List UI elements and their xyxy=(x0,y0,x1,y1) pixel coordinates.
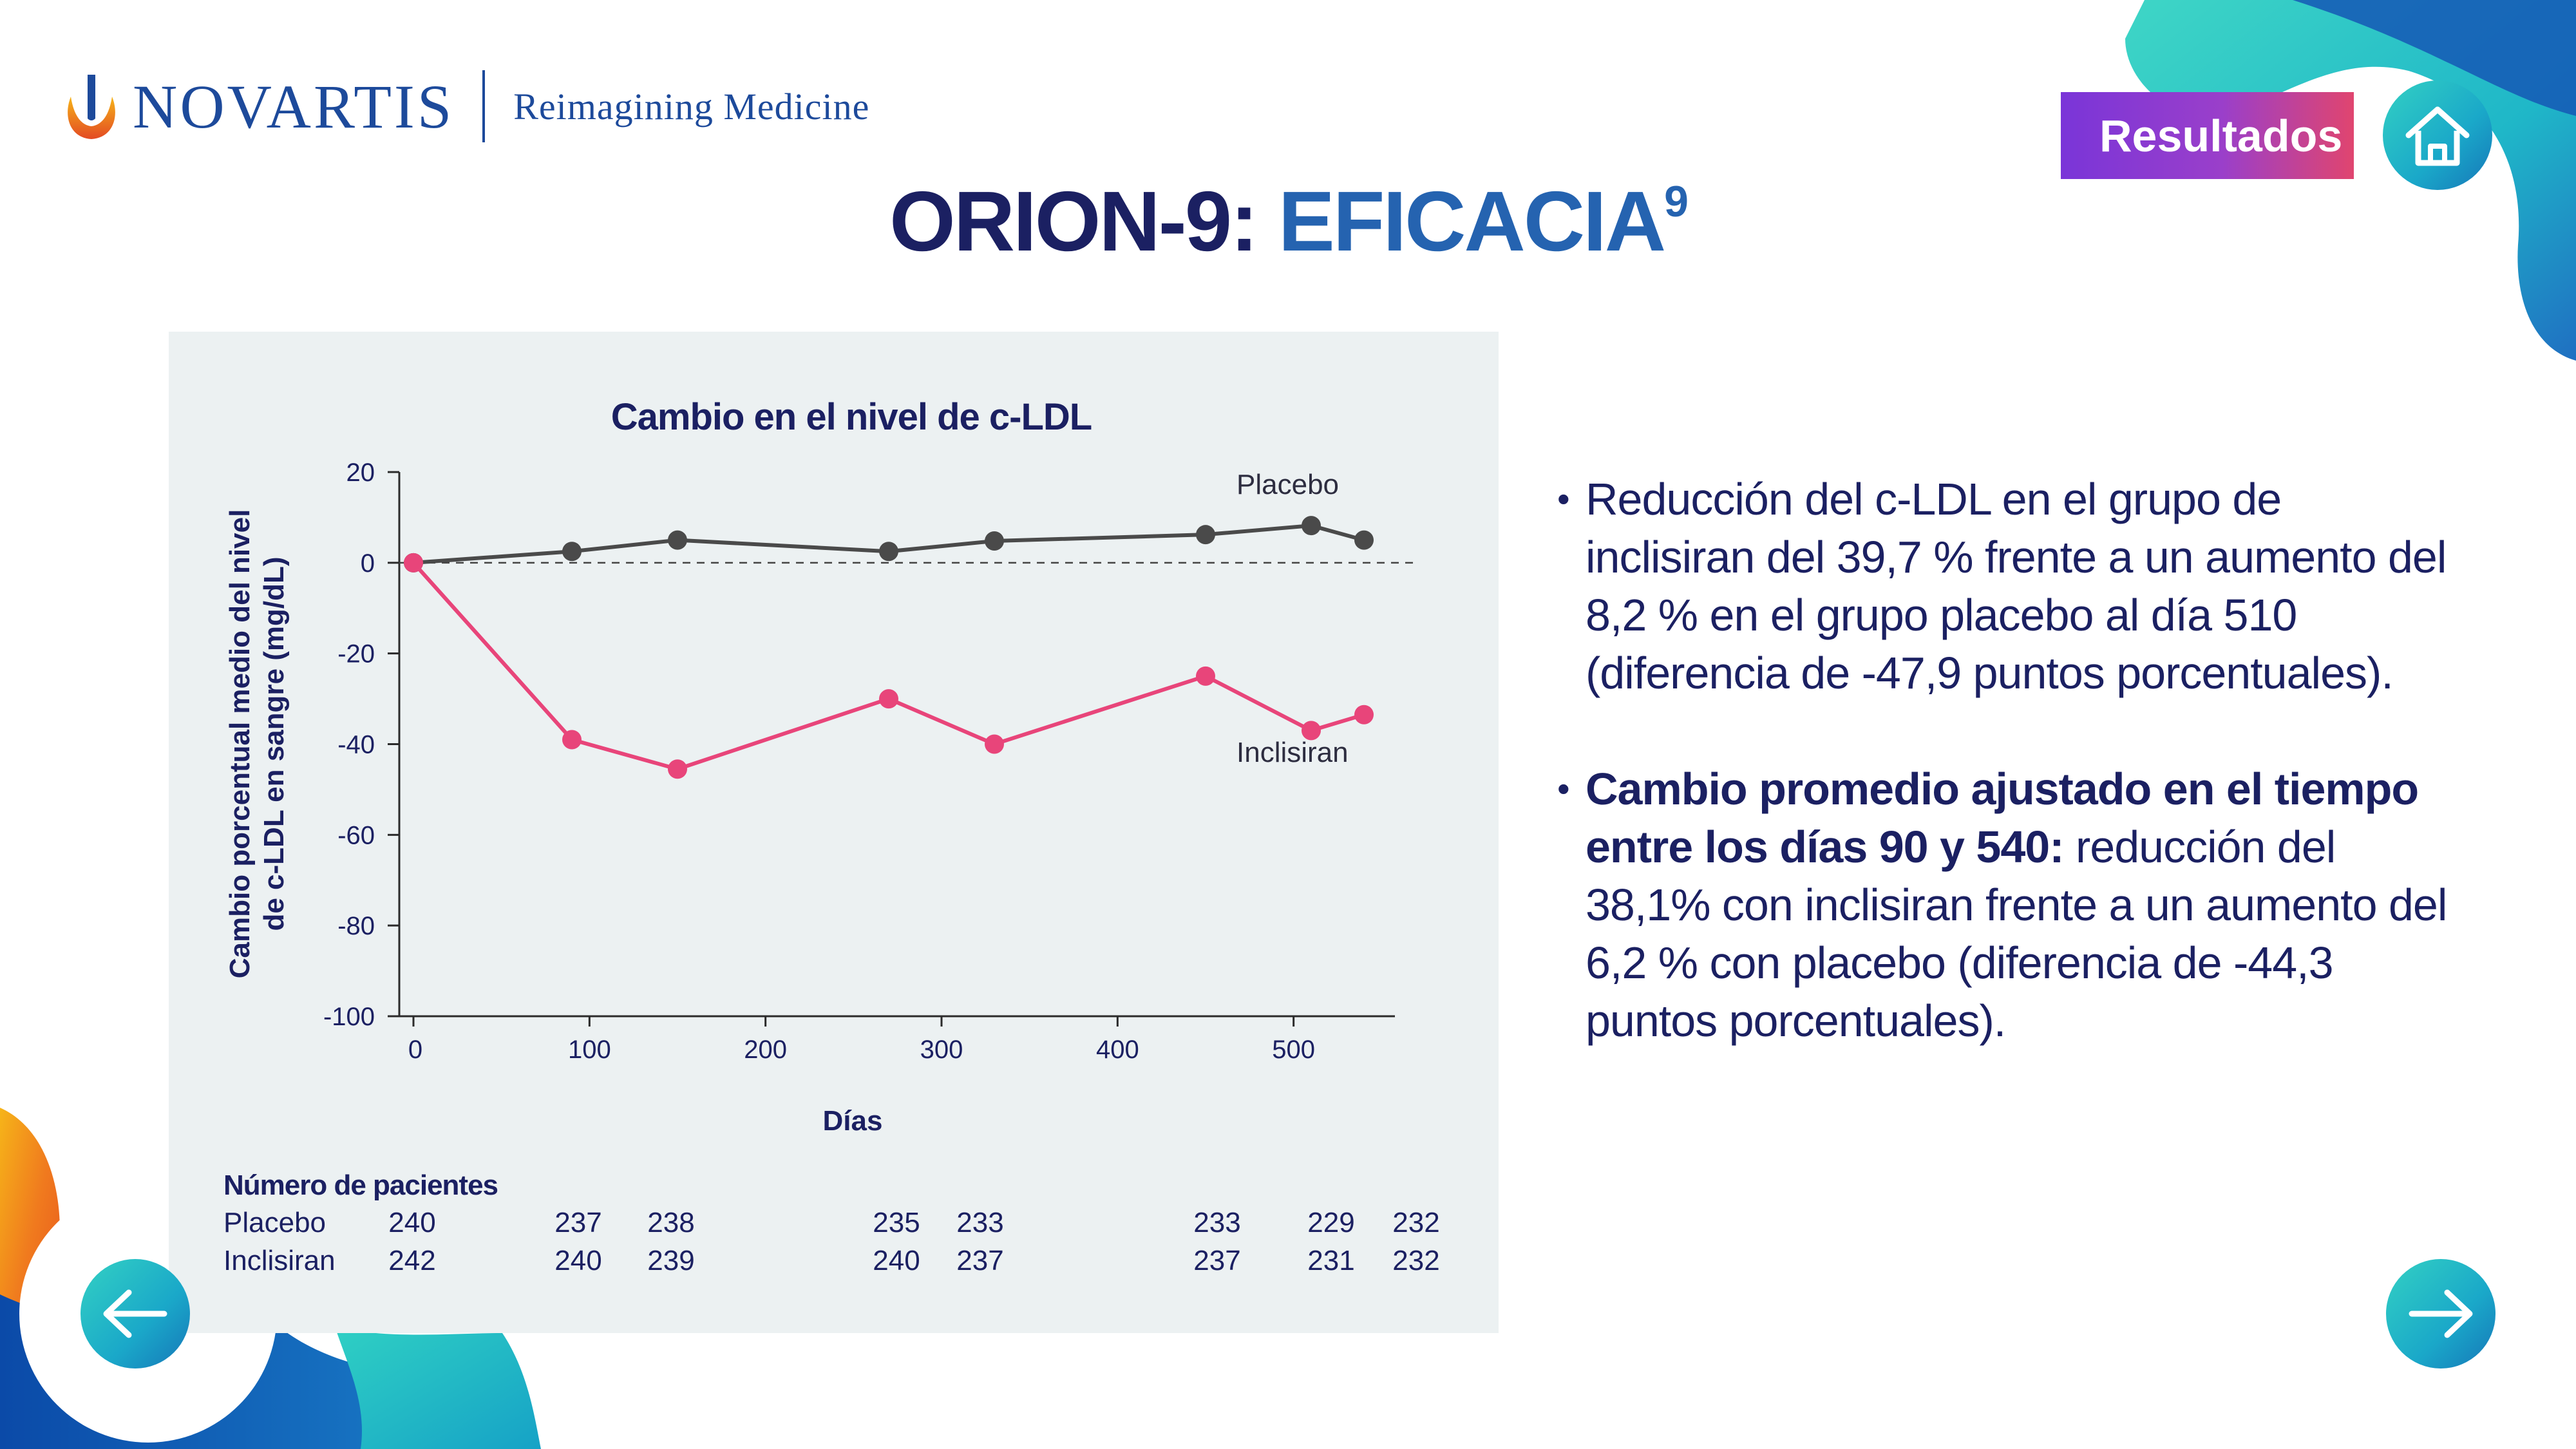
series: Placebo Inclisiran xyxy=(404,469,1374,779)
patients-count: 237 xyxy=(554,1207,601,1238)
patients-count: 233 xyxy=(956,1207,1003,1238)
arrow-left-icon xyxy=(103,1289,167,1338)
title-main: ORION-9: xyxy=(889,174,1258,269)
patients-count: 242 xyxy=(388,1245,435,1276)
flame-icon xyxy=(68,75,115,139)
data-point-inclisiran xyxy=(1302,721,1321,741)
home-button[interactable] xyxy=(2383,80,2492,190)
x-tick-label: 500 xyxy=(1272,1036,1315,1064)
finding-1: Reducción del c-LDL en el grupo de incli… xyxy=(1557,470,2459,702)
patients-count: 237 xyxy=(956,1245,1003,1276)
brand-name: NOVARTIS xyxy=(133,71,455,141)
y-tick-label: -80 xyxy=(337,912,375,940)
title-reference: 9 xyxy=(1664,177,1689,226)
home-icon xyxy=(2405,106,2470,166)
data-point-placebo xyxy=(668,530,687,550)
patients-count: 232 xyxy=(1392,1207,1439,1238)
data-point-placebo xyxy=(1196,525,1215,545)
series-label-placebo: Placebo xyxy=(1236,469,1339,500)
patients-count: 232 xyxy=(1392,1245,1439,1276)
patients-count: 233 xyxy=(1193,1207,1240,1238)
patients-row-label: Placebo xyxy=(223,1207,326,1238)
patients-count: 238 xyxy=(647,1207,694,1238)
section-badge-label: Resultados xyxy=(2099,110,2343,161)
patients-count: 240 xyxy=(554,1245,601,1276)
y-tick-label: -100 xyxy=(323,1003,375,1031)
logo-divider xyxy=(482,70,486,142)
patients-count: 235 xyxy=(873,1207,920,1238)
y-tick-label: -40 xyxy=(337,731,375,759)
chart-panel: Cambio en el nivel de c-LDL Cambio porce… xyxy=(169,332,1499,1333)
patients-count: 240 xyxy=(873,1245,920,1276)
data-point-inclisiran xyxy=(879,689,898,709)
series-label-inclisiran: Inclisiran xyxy=(1236,737,1349,768)
previous-button[interactable] xyxy=(80,1259,190,1368)
series-line-placebo xyxy=(413,524,1365,565)
page-title: ORION-9: EFICACIA9 xyxy=(0,173,2576,270)
data-point-placebo xyxy=(1302,516,1321,536)
data-point-inclisiran xyxy=(1196,666,1215,686)
patients-count: 237 xyxy=(1193,1245,1240,1276)
brand-tagline: Reimagining Medicine xyxy=(513,85,870,128)
data-point-inclisiran xyxy=(668,759,687,779)
finding-2-bold: Cambio promedio ajustado en el tiempo en… xyxy=(1586,764,2419,872)
patients-count: 239 xyxy=(647,1245,694,1276)
data-point-placebo xyxy=(562,542,582,562)
series-line-inclisiran xyxy=(412,561,1365,772)
section-badge[interactable]: Resultados xyxy=(2061,92,2354,179)
next-button[interactable] xyxy=(2386,1259,2496,1368)
y-axis-label-line1: Cambio porcentual medio del nivel xyxy=(224,509,256,979)
patients-header: Número de pacientes xyxy=(223,1170,498,1201)
data-point-placebo xyxy=(985,531,1004,551)
x-tick-label: 400 xyxy=(1096,1036,1139,1064)
patients-count: 240 xyxy=(388,1207,435,1238)
x-axis-label: Días xyxy=(823,1105,883,1137)
x-tick-label: 200 xyxy=(744,1036,787,1064)
chart-title: Cambio en el nivel de c-LDL xyxy=(611,396,1092,438)
patients-count: 229 xyxy=(1307,1207,1354,1238)
y-axis-label-line2: de c-LDL en sangre (mg/dL) xyxy=(258,556,290,931)
data-point-inclisiran xyxy=(404,553,423,573)
finding-2-text: reducción del 38,1% con inclisiran frent… xyxy=(1586,822,2447,1046)
axes xyxy=(388,471,1414,1027)
x-tick-label: 100 xyxy=(568,1036,611,1064)
arrow-right-icon xyxy=(2409,1289,2473,1338)
data-point-placebo xyxy=(879,542,898,562)
novartis-logo: NOVARTIS Reimagining Medicine xyxy=(64,61,869,151)
finding-2: Cambio promedio ajustado en el tiempo en… xyxy=(1557,760,2459,1050)
patients-row-label: Inclisiran xyxy=(223,1245,336,1276)
title-accent: EFICACIA xyxy=(1278,174,1666,269)
key-findings: Reducción del c-LDL en el grupo de incli… xyxy=(1557,470,2459,1108)
line-chart: Cambio en el nivel de c-LDL Cambio porce… xyxy=(223,396,1440,1276)
data-point-inclisiran xyxy=(985,734,1004,754)
y-tick-label: 20 xyxy=(346,459,375,487)
y-tick-label: -60 xyxy=(337,821,375,849)
y-tick-label: -20 xyxy=(337,640,375,668)
data-point-inclisiran xyxy=(1354,705,1374,724)
data-point-placebo xyxy=(1354,530,1374,550)
patients-table: Número de pacientes Placebo 240 237 238 235 23… xyxy=(223,1170,1440,1276)
y-tick-label: 0 xyxy=(361,549,375,578)
patients-count: 231 xyxy=(1307,1245,1354,1276)
data-point-inclisiran xyxy=(562,730,582,750)
finding-1-text: Reducción del c-LDL en el grupo de incli… xyxy=(1586,474,2447,698)
x-tick-label: 0 xyxy=(408,1036,422,1064)
x-tick-label: 300 xyxy=(920,1036,963,1064)
